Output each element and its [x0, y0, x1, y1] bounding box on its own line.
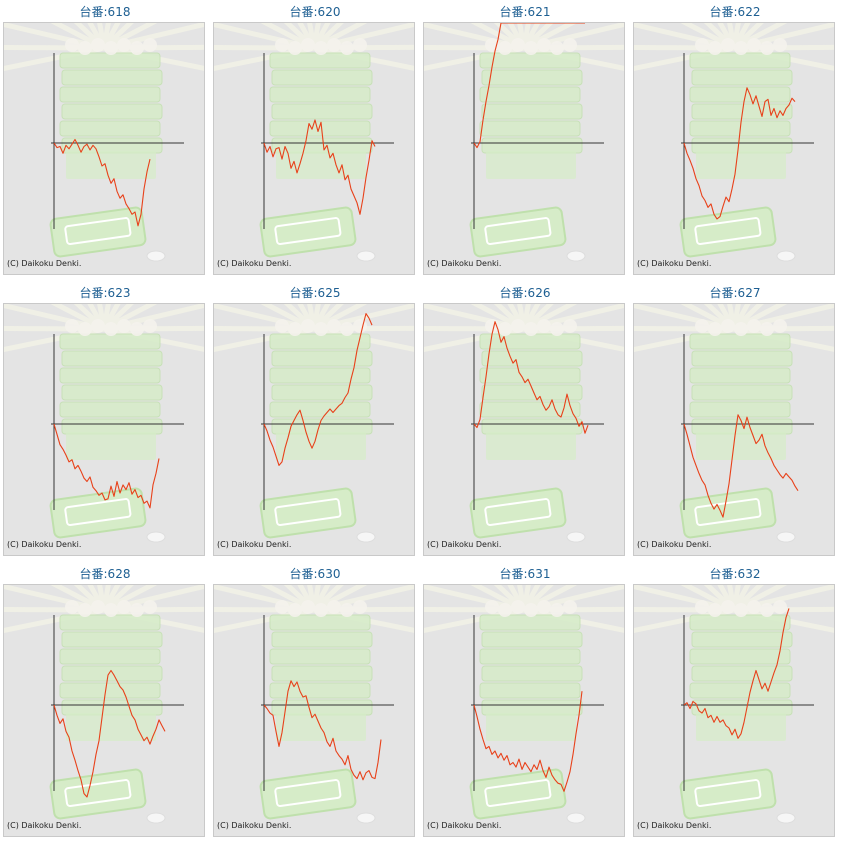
- balance-series-line: [53, 669, 166, 798]
- line-chart: [424, 304, 624, 543]
- background-artwork: [214, 304, 414, 543]
- machine-number-link[interactable]: 台番:631: [499, 567, 551, 581]
- chart-panel: (C) Daikoku Denki.: [633, 22, 835, 275]
- copyright-text: (C) Daikoku Denki.: [217, 821, 292, 830]
- machine-number-link[interactable]: 台番:632: [709, 567, 761, 581]
- chart-cell: 台番:626 (C) Daikoku Denki.: [420, 281, 630, 562]
- copyright-text: (C) Daikoku Denki.: [637, 259, 712, 268]
- balance-series-line: [473, 23, 585, 149]
- balance-series-line: [263, 119, 376, 215]
- line-chart: [634, 23, 834, 262]
- chart-cell: 台番:625 (C) Daikoku Denki.: [210, 281, 420, 562]
- background-artwork: [634, 585, 834, 824]
- line-chart: [4, 585, 204, 824]
- background-artwork: [4, 585, 204, 824]
- copyright-text: (C) Daikoku Denki.: [7, 821, 82, 830]
- machine-number-link[interactable]: 台番:622: [709, 5, 761, 19]
- chart-cell: 台番:628 (C) Daikoku Denki.: [0, 562, 210, 843]
- copyright-text: (C) Daikoku Denki.: [427, 821, 502, 830]
- copyright-text: (C) Daikoku Denki.: [427, 540, 502, 549]
- machine-number-link[interactable]: 台番:626: [499, 286, 551, 300]
- chart-panel: (C) Daikoku Denki.: [3, 303, 205, 556]
- chart-panel: (C) Daikoku Denki.: [213, 303, 415, 556]
- background-artwork: [4, 23, 204, 262]
- machine-number-link[interactable]: 台番:630: [289, 567, 341, 581]
- chart-cell: 台番:620 (C) Daikoku Denki.: [210, 0, 420, 281]
- balance-series-line: [473, 691, 583, 792]
- copyright-text: (C) Daikoku Denki.: [7, 540, 82, 549]
- chart-cell: 台番:630 (C) Daikoku Denki.: [210, 562, 420, 843]
- chart-cell: 台番:627 (C) Daikoku Denki.: [630, 281, 840, 562]
- chart-panel: (C) Daikoku Denki.: [423, 22, 625, 275]
- line-chart: [424, 23, 624, 262]
- chart-panel: (C) Daikoku Denki.: [633, 303, 835, 556]
- copyright-text: (C) Daikoku Denki.: [637, 540, 712, 549]
- balance-series-line: [263, 313, 373, 466]
- copyright-text: (C) Daikoku Denki.: [637, 821, 712, 830]
- background-artwork: [634, 304, 834, 543]
- background-artwork: [424, 304, 624, 543]
- line-chart: [214, 304, 414, 543]
- chart-cell: 台番:631 (C) Daikoku Denki.: [420, 562, 630, 843]
- balance-series-line: [683, 414, 799, 518]
- line-chart: [634, 585, 834, 824]
- chart-panel: (C) Daikoku Denki.: [423, 303, 625, 556]
- background-artwork: [214, 23, 414, 262]
- copyright-text: (C) Daikoku Denki.: [217, 259, 292, 268]
- line-chart: [634, 304, 834, 543]
- background-artwork: [424, 585, 624, 824]
- balance-series-line: [53, 138, 151, 227]
- machine-number-link[interactable]: 台番:621: [499, 5, 551, 19]
- chart-panel: (C) Daikoku Denki.: [423, 584, 625, 837]
- chart-cell: 台番:621 (C) Daikoku Denki.: [420, 0, 630, 281]
- machine-number-link[interactable]: 台番:625: [289, 286, 341, 300]
- line-chart: [424, 585, 624, 824]
- chart-panel: (C) Daikoku Denki.: [633, 584, 835, 837]
- chart-panel: (C) Daikoku Denki.: [3, 584, 205, 837]
- copyright-text: (C) Daikoku Denki.: [427, 259, 502, 268]
- machine-number-link[interactable]: 台番:618: [79, 5, 131, 19]
- background-artwork: [424, 23, 624, 262]
- line-chart: [4, 304, 204, 543]
- machine-number-link[interactable]: 台番:628: [79, 567, 131, 581]
- balance-series-line: [263, 680, 382, 781]
- balance-series-line: [683, 87, 796, 220]
- chart-cell: 台番:618 (C) Daikoku Denki.: [0, 0, 210, 281]
- copyright-text: (C) Daikoku Denki.: [217, 540, 292, 549]
- balance-series-line: [53, 423, 160, 509]
- machine-number-link[interactable]: 台番:623: [79, 286, 131, 300]
- balance-series-line: [473, 321, 589, 434]
- copyright-text: (C) Daikoku Denki.: [7, 259, 82, 268]
- line-chart: [4, 23, 204, 262]
- background-artwork: [634, 23, 834, 262]
- background-artwork: [4, 304, 204, 543]
- background-artwork: [214, 585, 414, 824]
- chart-panel: (C) Daikoku Denki.: [213, 22, 415, 275]
- line-chart: [214, 23, 414, 262]
- chart-cell: 台番:632 (C) Daikoku Denki.: [630, 562, 840, 843]
- chart-cell: 台番:622 (C) Daikoku Denki.: [630, 0, 840, 281]
- chart-panel: (C) Daikoku Denki.: [3, 22, 205, 275]
- line-chart: [214, 585, 414, 824]
- machine-number-link[interactable]: 台番:620: [289, 5, 341, 19]
- chart-cell: 台番:623 (C) Daikoku Denki.: [0, 281, 210, 562]
- balance-series-line: [683, 608, 790, 739]
- chart-panel: (C) Daikoku Denki.: [213, 584, 415, 837]
- machine-number-link[interactable]: 台番:627: [709, 286, 761, 300]
